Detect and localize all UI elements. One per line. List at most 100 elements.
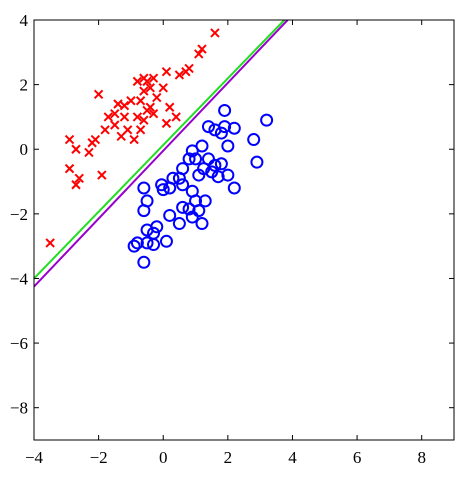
circle-point	[140, 223, 154, 237]
circle-point	[182, 202, 196, 216]
circle-point	[192, 204, 206, 218]
cross-point	[45, 238, 55, 248]
circle-point	[247, 133, 261, 147]
x-tick-label: −2	[90, 448, 108, 467]
y-tick-label: −8	[10, 399, 28, 418]
cross-point	[135, 96, 146, 106]
circle-point	[137, 204, 151, 218]
y-tick-label: 0	[20, 140, 29, 159]
cross-point	[132, 76, 143, 87]
cross-point	[210, 28, 220, 38]
cross-point	[135, 125, 146, 135]
cross-point	[64, 134, 75, 145]
cross-point	[100, 125, 110, 135]
x-tick-label: 2	[224, 448, 233, 467]
cross-point	[139, 86, 149, 96]
circle-point	[221, 168, 235, 182]
circle-point	[227, 121, 241, 135]
cross-point	[116, 131, 126, 142]
cross-point	[132, 112, 143, 122]
cross-point	[126, 96, 136, 106]
circle-point	[185, 210, 199, 224]
x-tick-label: 0	[159, 448, 168, 467]
plot-frame	[33, 19, 455, 441]
cross-point	[119, 112, 130, 122]
circle-point	[189, 152, 203, 166]
cross-point	[148, 108, 159, 119]
x-tick-label: 6	[353, 448, 362, 467]
circle-point	[176, 200, 190, 214]
cross-point	[171, 112, 181, 122]
cross-point	[145, 83, 156, 93]
circle-point	[214, 157, 228, 171]
cross-point	[110, 120, 120, 130]
cross-point	[164, 102, 175, 112]
y-tick-label: −6	[10, 334, 28, 353]
y-tick-label: 2	[20, 76, 29, 95]
cross-point	[93, 89, 104, 100]
circle-point	[147, 238, 161, 252]
circle-point	[260, 113, 274, 127]
circle-point	[192, 168, 206, 182]
circle-point	[182, 152, 196, 166]
marks-layer	[34, 20, 289, 288]
axes-layer: −4 −2 0 2 4 6 8 −8 −6 −4 −2 0 2 4	[10, 11, 455, 467]
circle-point	[208, 158, 222, 172]
cross-point	[197, 44, 207, 54]
y-tick-label: −4	[10, 269, 29, 288]
circle-point	[211, 170, 225, 184]
circle-point	[250, 155, 264, 169]
cross-point	[194, 49, 204, 59]
cross-point	[71, 180, 81, 190]
cross-point	[148, 73, 159, 83]
cross-point	[139, 115, 149, 125]
cross-point	[71, 144, 81, 154]
circle-point	[198, 194, 212, 208]
cross-point	[174, 70, 185, 80]
circle-point	[163, 208, 177, 222]
cross-point	[97, 170, 107, 180]
circle-point	[140, 236, 154, 250]
circle-point	[172, 217, 186, 231]
cross-point	[119, 100, 130, 111]
cross-point	[161, 118, 172, 129]
circle-point	[201, 120, 215, 134]
x-tick-label: 8	[417, 448, 426, 467]
circle-point	[137, 181, 151, 195]
cross-point	[64, 163, 75, 174]
x-tick-label: 4	[288, 448, 297, 467]
cross-point	[158, 83, 168, 93]
circle-point	[214, 126, 228, 140]
circle-point	[176, 178, 190, 192]
cross-point	[142, 105, 152, 116]
circle-point	[218, 103, 232, 117]
cross-point	[113, 99, 123, 109]
circle-point	[185, 144, 199, 158]
circle-point	[159, 234, 173, 248]
decision-line-2	[34, 20, 286, 280]
cross-point	[161, 66, 172, 77]
circle-point	[163, 181, 177, 195]
cross-point	[152, 92, 162, 103]
decision-line-1	[34, 20, 289, 288]
x-tick-label: −4	[25, 448, 44, 467]
circle-point	[195, 217, 209, 231]
circle-point	[155, 178, 169, 192]
circle-point	[172, 171, 186, 185]
cross-point	[110, 108, 120, 119]
cross-point	[84, 147, 94, 158]
circle-point	[221, 139, 235, 153]
cross-point	[87, 138, 97, 148]
circle-point	[130, 236, 144, 250]
y-tick-label: 4	[20, 11, 29, 30]
cross-point	[129, 134, 139, 145]
circle-point	[208, 123, 222, 137]
cross-point	[139, 73, 149, 83]
circle-point	[137, 255, 151, 269]
cross-point	[181, 66, 191, 77]
cross-point	[103, 112, 114, 122]
y-tick-label: −2	[10, 205, 28, 224]
circle-point	[127, 239, 141, 253]
